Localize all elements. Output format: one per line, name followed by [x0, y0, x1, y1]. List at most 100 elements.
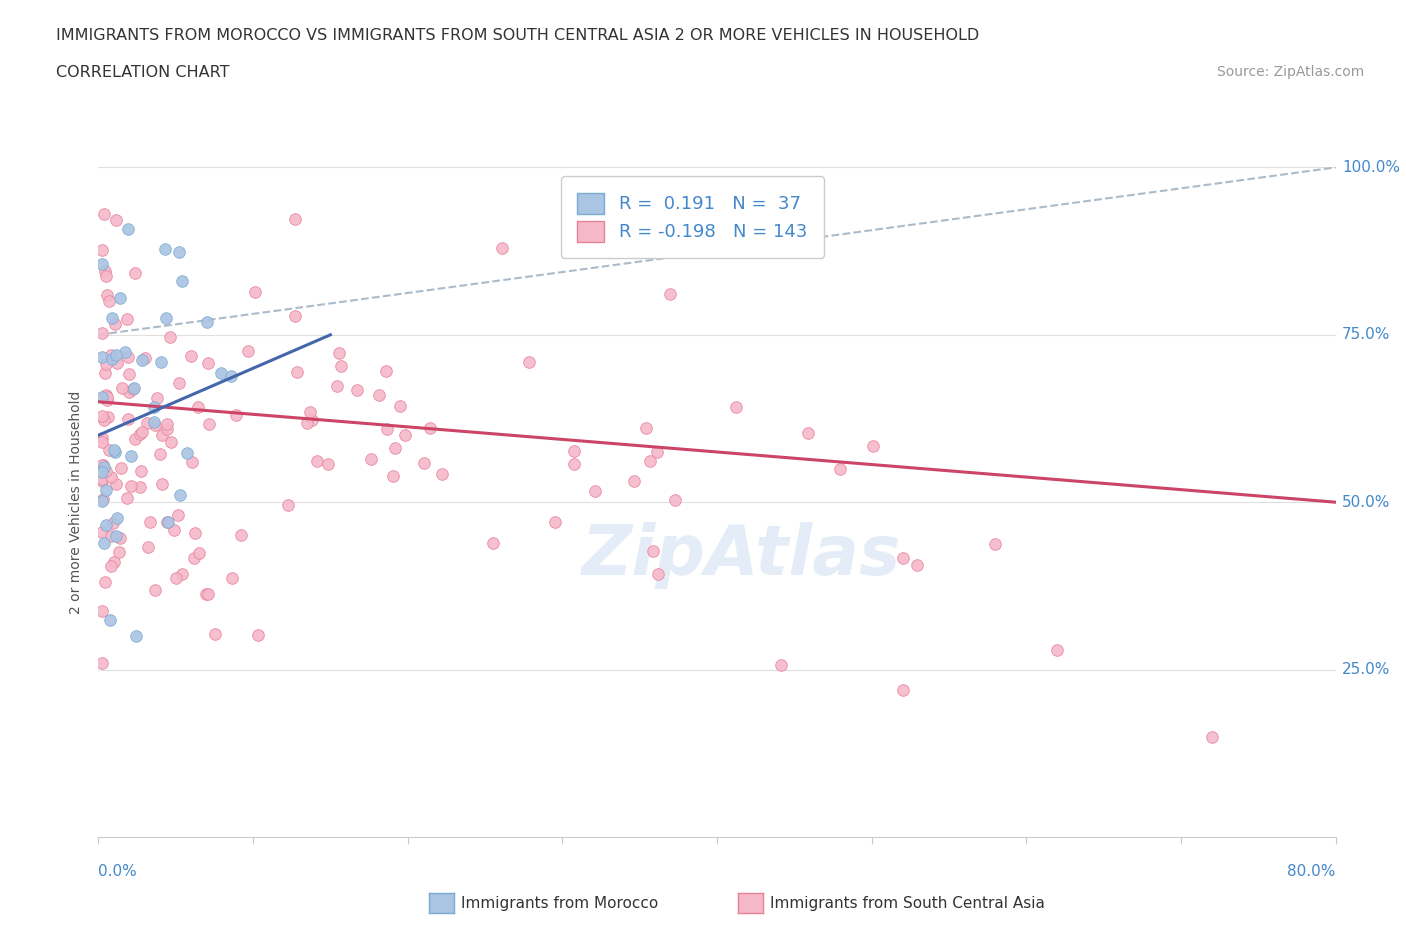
- Point: [221, 571, 243, 586]
- Point: [299, 405, 322, 419]
- Point: [93, 574, 115, 589]
- Text: 75.0%: 75.0%: [1341, 327, 1391, 342]
- Point: [167, 245, 190, 259]
- Point: [176, 445, 198, 460]
- Point: [172, 273, 194, 288]
- Point: [150, 428, 173, 443]
- Point: [247, 628, 270, 643]
- Point: [122, 380, 145, 395]
- Point: [90, 473, 112, 488]
- Point: [828, 461, 851, 476]
- Point: [162, 523, 184, 538]
- Point: [90, 472, 112, 486]
- Point: [984, 537, 1007, 551]
- Point: [100, 559, 122, 574]
- Point: [623, 473, 645, 488]
- Point: [277, 498, 299, 512]
- Point: [204, 626, 226, 641]
- Point: [155, 515, 177, 530]
- Point: [139, 514, 162, 529]
- Point: [413, 456, 436, 471]
- Point: [231, 528, 253, 543]
- Point: [122, 381, 145, 396]
- Point: [108, 290, 131, 305]
- Point: [419, 420, 441, 435]
- Point: [131, 424, 153, 439]
- Point: [155, 311, 177, 325]
- Point: [143, 414, 166, 429]
- Point: [330, 358, 353, 373]
- Point: [197, 587, 219, 602]
- Point: [243, 285, 266, 299]
- Point: [131, 352, 153, 367]
- Point: [105, 511, 128, 525]
- Point: [284, 212, 307, 227]
- Point: [156, 421, 179, 436]
- Point: [117, 411, 139, 426]
- Point: [101, 311, 124, 325]
- Point: [145, 582, 167, 597]
- Point: [90, 434, 112, 449]
- Point: [94, 388, 117, 403]
- Point: [93, 458, 115, 472]
- Point: [491, 241, 513, 256]
- Point: [284, 309, 307, 324]
- Point: [129, 426, 152, 441]
- Point: [295, 416, 318, 431]
- Point: [236, 344, 259, 359]
- Point: [195, 314, 218, 329]
- Point: [143, 418, 166, 432]
- Point: [187, 399, 209, 414]
- Point: [143, 400, 166, 415]
- Point: [91, 492, 114, 507]
- Point: [150, 477, 173, 492]
- Point: [124, 265, 146, 280]
- Point: [96, 483, 118, 498]
- Point: [146, 391, 169, 405]
- Point: [184, 525, 207, 540]
- Point: [188, 545, 211, 560]
- Point: [583, 484, 606, 498]
- Point: [90, 458, 112, 472]
- Point: [375, 364, 398, 379]
- Point: [905, 558, 928, 573]
- Point: [103, 445, 125, 459]
- Point: [136, 539, 159, 554]
- Point: [197, 356, 219, 371]
- Point: [156, 514, 179, 529]
- Point: [135, 416, 157, 431]
- Text: 25.0%: 25.0%: [1341, 662, 1391, 677]
- Point: [90, 257, 112, 272]
- Point: [90, 350, 112, 365]
- Point: [90, 494, 112, 509]
- Point: [647, 566, 669, 581]
- Point: [316, 456, 339, 471]
- Point: [117, 350, 139, 365]
- Point: [121, 478, 143, 493]
- Point: [96, 390, 118, 405]
- Point: [117, 221, 139, 236]
- Point: [94, 263, 117, 278]
- Point: [159, 434, 181, 449]
- Point: [159, 329, 181, 344]
- Point: [169, 487, 191, 502]
- Point: [862, 438, 884, 453]
- Point: [394, 428, 416, 443]
- Point: [104, 528, 127, 543]
- Point: [93, 206, 115, 221]
- Point: [195, 586, 218, 601]
- Text: 100.0%: 100.0%: [1341, 160, 1400, 175]
- Point: [129, 480, 152, 495]
- Point: [724, 400, 747, 415]
- Point: [90, 464, 112, 479]
- Text: Source: ZipAtlas.com: Source: ZipAtlas.com: [1216, 65, 1364, 79]
- Point: [180, 455, 202, 470]
- Point: [219, 368, 242, 383]
- Point: [94, 517, 117, 532]
- Text: Immigrants from South Central Asia: Immigrants from South Central Asia: [770, 897, 1046, 911]
- Point: [562, 457, 585, 472]
- Point: [90, 243, 112, 258]
- Text: IMMIGRANTS FROM MOROCCO VS IMMIGRANTS FROM SOUTH CENTRAL ASIA 2 OR MORE VEHICLES: IMMIGRANTS FROM MOROCCO VS IMMIGRANTS FR…: [56, 28, 980, 43]
- Point: [104, 316, 127, 331]
- Point: [1201, 729, 1223, 744]
